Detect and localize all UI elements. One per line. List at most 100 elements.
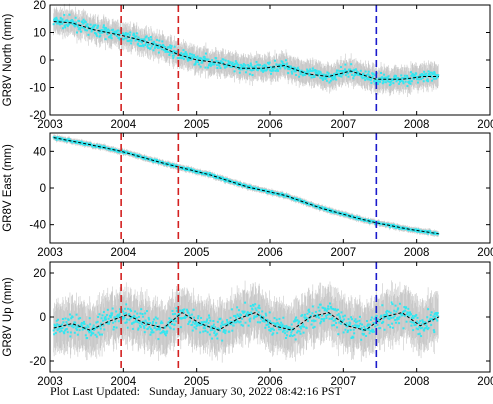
data-point xyxy=(231,61,234,64)
data-point xyxy=(196,324,199,327)
data-point xyxy=(145,310,148,313)
data-point xyxy=(169,327,172,330)
data-point xyxy=(81,26,84,29)
data-point xyxy=(101,29,104,32)
data-point xyxy=(263,65,266,68)
data-point xyxy=(284,326,287,329)
data-point xyxy=(224,66,227,69)
data-point xyxy=(396,78,399,81)
data-point xyxy=(223,323,226,326)
data-point xyxy=(431,73,434,76)
data-point xyxy=(406,76,409,79)
data-point xyxy=(62,20,65,23)
data-point xyxy=(56,136,59,139)
data-point xyxy=(167,321,170,324)
data-point xyxy=(91,326,94,329)
data-point xyxy=(261,65,264,68)
data-point xyxy=(367,73,370,76)
data-point xyxy=(344,63,347,66)
data-point xyxy=(129,31,132,34)
data-point xyxy=(296,198,299,201)
data-point xyxy=(374,223,377,226)
data-point xyxy=(155,43,158,46)
data-point xyxy=(409,71,412,74)
data-point xyxy=(421,76,424,79)
data-point xyxy=(135,155,138,158)
y-tick-label: -40 xyxy=(29,220,46,232)
data-point xyxy=(252,304,255,307)
data-point xyxy=(176,50,179,53)
data-point xyxy=(187,322,190,325)
data-point xyxy=(338,75,341,78)
data-point xyxy=(209,61,212,64)
data-point xyxy=(59,22,62,25)
data-point xyxy=(130,315,133,318)
data-point xyxy=(90,29,93,32)
data-point xyxy=(91,28,94,31)
data-point xyxy=(359,69,362,72)
data-point xyxy=(86,25,89,28)
data-point xyxy=(341,73,344,76)
data-point xyxy=(106,33,109,36)
data-point xyxy=(97,315,100,318)
data-point xyxy=(55,325,58,328)
data-point xyxy=(57,318,60,321)
data-point xyxy=(145,42,148,45)
data-point xyxy=(125,321,128,324)
data-point xyxy=(360,75,363,78)
data-point xyxy=(161,321,164,324)
data-point xyxy=(367,218,370,221)
data-point xyxy=(197,315,200,318)
data-point xyxy=(218,329,221,332)
data-point xyxy=(314,69,317,72)
data-point xyxy=(318,72,321,75)
data-point xyxy=(157,51,160,54)
data-point xyxy=(87,326,90,329)
data-point xyxy=(69,335,72,338)
data-point xyxy=(139,40,142,43)
data-point xyxy=(215,327,218,330)
data-point xyxy=(195,327,198,330)
data-point xyxy=(70,20,73,23)
data-point xyxy=(333,77,336,80)
data-point xyxy=(424,73,427,76)
data-point xyxy=(395,226,398,229)
data-point xyxy=(382,81,385,84)
data-point xyxy=(422,74,425,77)
data-point xyxy=(254,65,257,68)
data-point xyxy=(305,71,308,74)
data-point xyxy=(183,53,186,56)
data-point xyxy=(139,38,142,41)
data-point xyxy=(214,326,217,329)
data-point xyxy=(229,61,232,64)
data-point xyxy=(253,188,256,191)
data-point xyxy=(119,308,122,311)
data-point xyxy=(72,326,75,329)
data-point xyxy=(145,321,148,324)
data-point xyxy=(325,73,328,76)
data-point xyxy=(80,322,83,325)
data-point xyxy=(216,320,219,323)
data-point xyxy=(219,66,222,69)
data-point xyxy=(255,186,258,189)
data-point xyxy=(292,66,295,69)
data-point xyxy=(188,55,191,58)
data-point xyxy=(248,320,251,323)
data-point xyxy=(349,68,352,71)
data-point xyxy=(303,199,306,202)
data-point xyxy=(183,167,186,170)
data-point xyxy=(167,324,170,327)
data-point xyxy=(262,69,265,72)
data-point xyxy=(262,316,265,319)
data-point xyxy=(76,333,79,336)
data-point xyxy=(167,50,170,53)
data-point xyxy=(93,25,96,28)
data-point xyxy=(353,74,356,77)
data-point xyxy=(154,316,157,319)
data-point xyxy=(76,326,79,329)
data-point xyxy=(307,70,310,73)
data-point xyxy=(134,35,137,38)
data-point xyxy=(207,66,210,69)
data-point xyxy=(64,329,67,332)
